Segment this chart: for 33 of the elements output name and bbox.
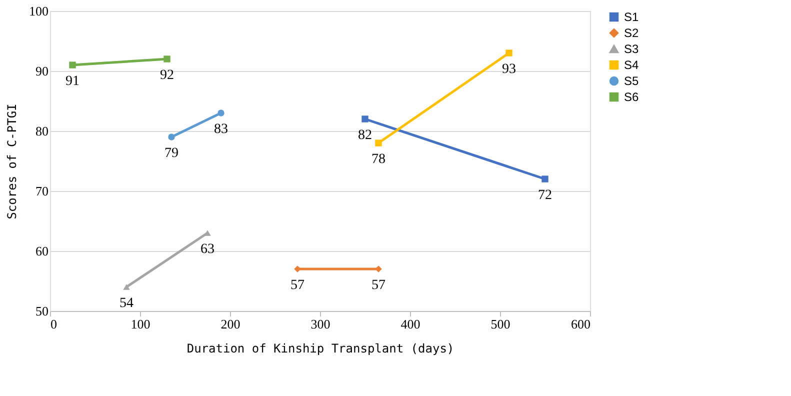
x-tick-label: 400	[400, 316, 420, 332]
legend-label: S5	[624, 74, 640, 88]
data-label: 57	[372, 278, 386, 293]
x-tick-label: 0	[50, 316, 57, 332]
legend-label: S6	[624, 90, 640, 104]
x-tick-label: 600	[571, 316, 590, 332]
data-label: 54	[120, 296, 134, 311]
y-tick-label: 60	[36, 244, 48, 258]
y-axis-title: Scores of C-PTGI	[5, 104, 19, 220]
y-tick-label: 100	[29, 4, 48, 18]
data-label: 63	[200, 242, 214, 257]
data-label: 83	[214, 122, 228, 137]
x-tick-label: 200	[220, 316, 240, 332]
y-tick-label: 50	[36, 304, 48, 318]
y-tick-label: 90	[36, 64, 48, 78]
y-tick-label: 70	[36, 184, 48, 198]
legend-label: S1	[624, 10, 640, 24]
legend-label: S4	[624, 58, 640, 72]
data-label: 57	[290, 278, 304, 293]
data-label: 79	[164, 146, 178, 161]
data-label: 72	[538, 188, 552, 203]
x-axis-title: Duration of Kinship Transplant (days)	[186, 342, 454, 356]
x-tick-label: 500	[490, 316, 510, 332]
data-label: 92	[160, 68, 174, 83]
data-label: 82	[358, 128, 372, 143]
x-tick-label: 100	[130, 316, 150, 332]
data-label: 93	[502, 62, 516, 77]
y-tick-label: 80	[36, 124, 48, 138]
data-label: 78	[372, 152, 386, 167]
data-label: 91	[66, 74, 80, 89]
legend-label: S3	[624, 42, 640, 56]
x-tick-label: 300	[310, 316, 330, 332]
legend-label: S2	[624, 26, 640, 40]
